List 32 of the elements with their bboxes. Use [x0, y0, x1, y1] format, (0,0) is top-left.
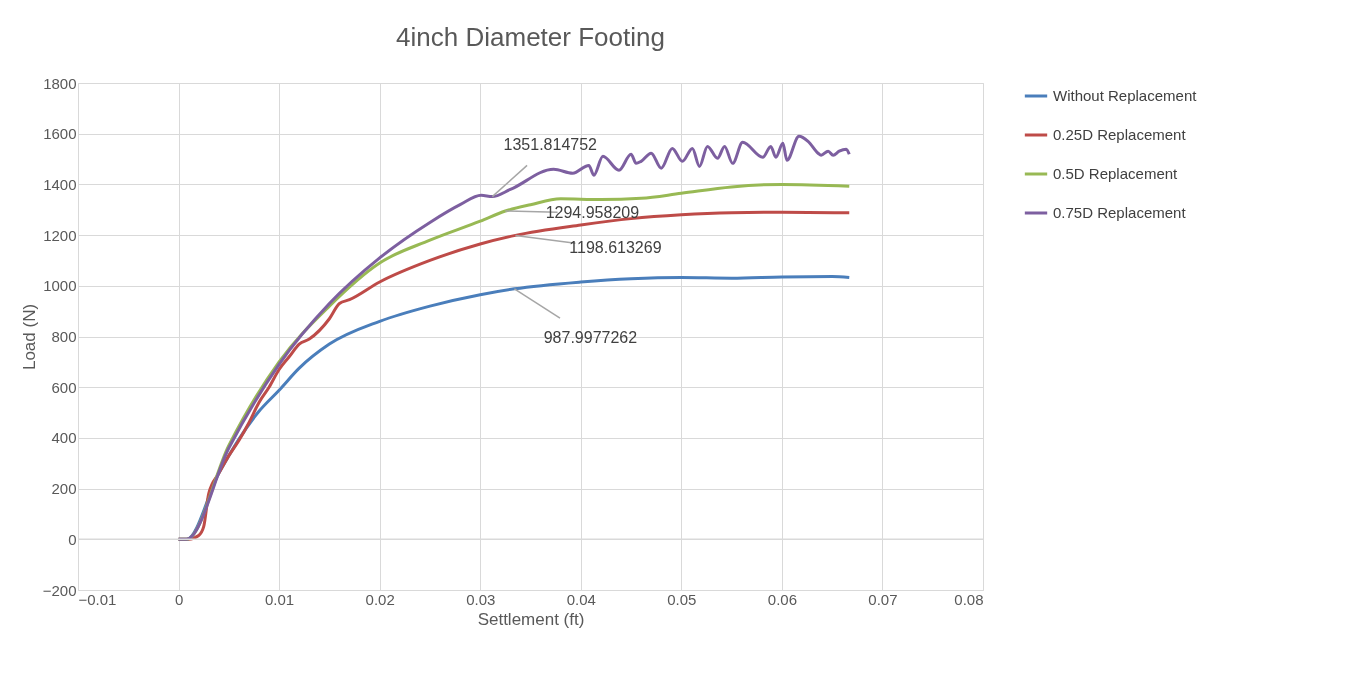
x-axis-title: Settlement (ft) — [477, 609, 585, 629]
annotation: 1351.814752 — [503, 135, 598, 153]
x-tick-label: 0.07 — [868, 590, 898, 608]
y-tick-label: 1200 — [43, 226, 77, 244]
x-tick-label: 0.03 — [466, 590, 496, 608]
y-tick-label: 0 — [68, 530, 77, 548]
y-tick-label: 600 — [51, 378, 77, 396]
y-tick-label: 1400 — [43, 175, 77, 193]
y-tick-label: 1000 — [43, 277, 77, 295]
annotation: 1294.958209 — [545, 204, 640, 222]
annotation: 987.9977262 — [543, 328, 638, 346]
legend-label: Without Replacement — [1053, 87, 1198, 104]
x-tick-label: 0.04 — [566, 590, 596, 608]
x-tick-label: −0.01 — [78, 590, 117, 608]
legend-label: 0.5D Replacement — [1053, 165, 1179, 182]
y-axis-title: Load (N) — [19, 303, 39, 371]
x-tick-label: 0.08 — [954, 590, 984, 608]
y-tick-label: 800 — [51, 328, 77, 345]
x-tick-label: 0 — [174, 590, 184, 608]
legend-label: 0.75D Replacement — [1053, 204, 1187, 221]
chart-title: 4inch Diameter Footing — [396, 22, 665, 52]
legend-label: 0.25D Replacement — [1053, 126, 1187, 143]
y-tick-label: 200 — [51, 480, 77, 498]
y-tick-label: 400 — [51, 429, 77, 447]
x-tick-label: 0.01 — [265, 590, 295, 608]
y-tick-label: 1800 — [43, 74, 77, 92]
annotation: 1198.613269 — [569, 239, 662, 257]
y-tick-label: −200 — [42, 581, 77, 599]
x-tick-label: 0.05 — [667, 590, 697, 608]
y-tick-label: 1600 — [43, 125, 77, 143]
x-tick-label: 0.02 — [365, 590, 395, 608]
x-tick-label: 0.06 — [767, 590, 797, 608]
